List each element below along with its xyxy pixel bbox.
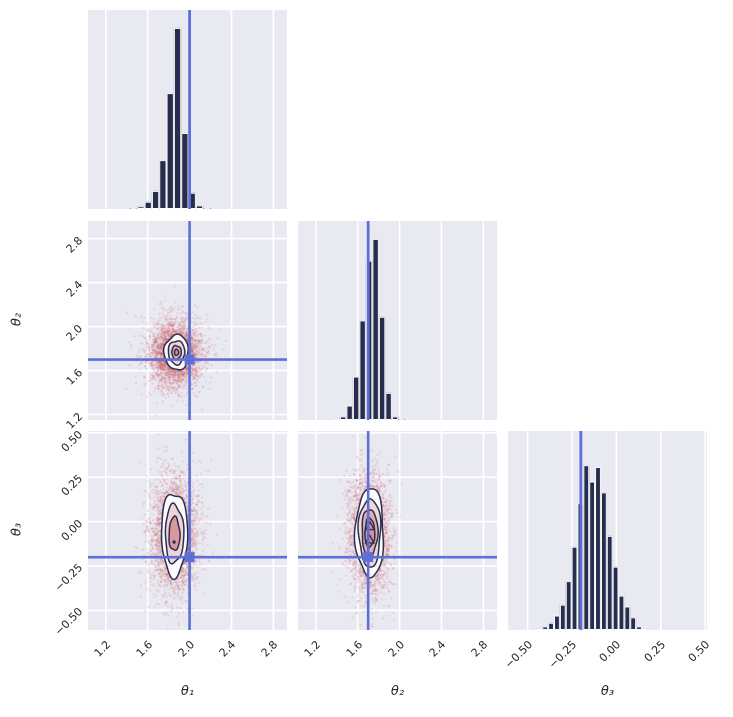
x-tick-label: 2.8 xyxy=(259,638,281,660)
x-tick-label: 2.0 xyxy=(385,638,407,660)
panel-theta1-theta2-joint-cell xyxy=(88,221,287,420)
x-tick-label: −0.50 xyxy=(501,638,535,672)
x-tick-label: 0.00 xyxy=(597,638,624,665)
panel-theta1-histogram-cell xyxy=(88,10,287,209)
y-axis-label-theta3: θ₃ xyxy=(9,522,25,536)
x-tick-label: 2.0 xyxy=(175,638,197,660)
y-tick-label: 0.25 xyxy=(58,472,86,499)
y-tick-label: −0.25 xyxy=(52,561,86,595)
x-tick-label: 0.50 xyxy=(685,638,713,665)
panel-theta3-histogram xyxy=(508,431,707,630)
x-tick-label: 2.8 xyxy=(469,638,491,660)
panel-theta2-theta3-joint-cell xyxy=(298,431,497,630)
y-tick-label: 2.4 xyxy=(63,277,86,300)
x-axis-label-theta2: θ₂ xyxy=(390,684,405,699)
x-tick-label: 1.2 xyxy=(91,638,114,660)
y-tick-label: 1.6 xyxy=(63,365,86,388)
y-tick-label: 2.8 xyxy=(63,233,86,256)
panel-theta1-theta3-joint xyxy=(88,431,287,630)
x-axis-label-theta1: θ₁ xyxy=(180,684,195,699)
x-tick-label: 1.6 xyxy=(343,638,365,660)
y-tick-label: 2.0 xyxy=(63,321,86,344)
x-tick-label: 1.2 xyxy=(301,638,324,660)
panel-theta2-histogram-cell xyxy=(298,221,497,420)
panel-theta3-histogram-cell xyxy=(508,431,707,630)
y-tick-label: −0.50 xyxy=(52,605,86,639)
x-tick-label: −0.25 xyxy=(546,638,580,672)
panel-theta1-theta3-joint-cell xyxy=(88,431,287,630)
panel-theta2-theta3-joint xyxy=(298,431,497,630)
panel-theta1-theta2-joint xyxy=(88,221,287,420)
x-tick-label: 2.4 xyxy=(217,638,239,660)
y-tick-label: 0.00 xyxy=(58,516,86,544)
y-tick-label: 1.2 xyxy=(63,409,86,432)
x-tick-label: 1.6 xyxy=(133,638,155,660)
x-axis-label-theta3: θ₃ xyxy=(600,684,615,699)
panel-theta1-histogram xyxy=(88,10,287,209)
x-tick-label: 2.4 xyxy=(427,638,449,660)
y-tick-label: 0.50 xyxy=(58,427,86,455)
y-axis-label-theta2: θ₂ xyxy=(9,312,25,326)
x-tick-label: 0.25 xyxy=(641,638,669,665)
panel-theta2-histogram xyxy=(298,221,497,420)
